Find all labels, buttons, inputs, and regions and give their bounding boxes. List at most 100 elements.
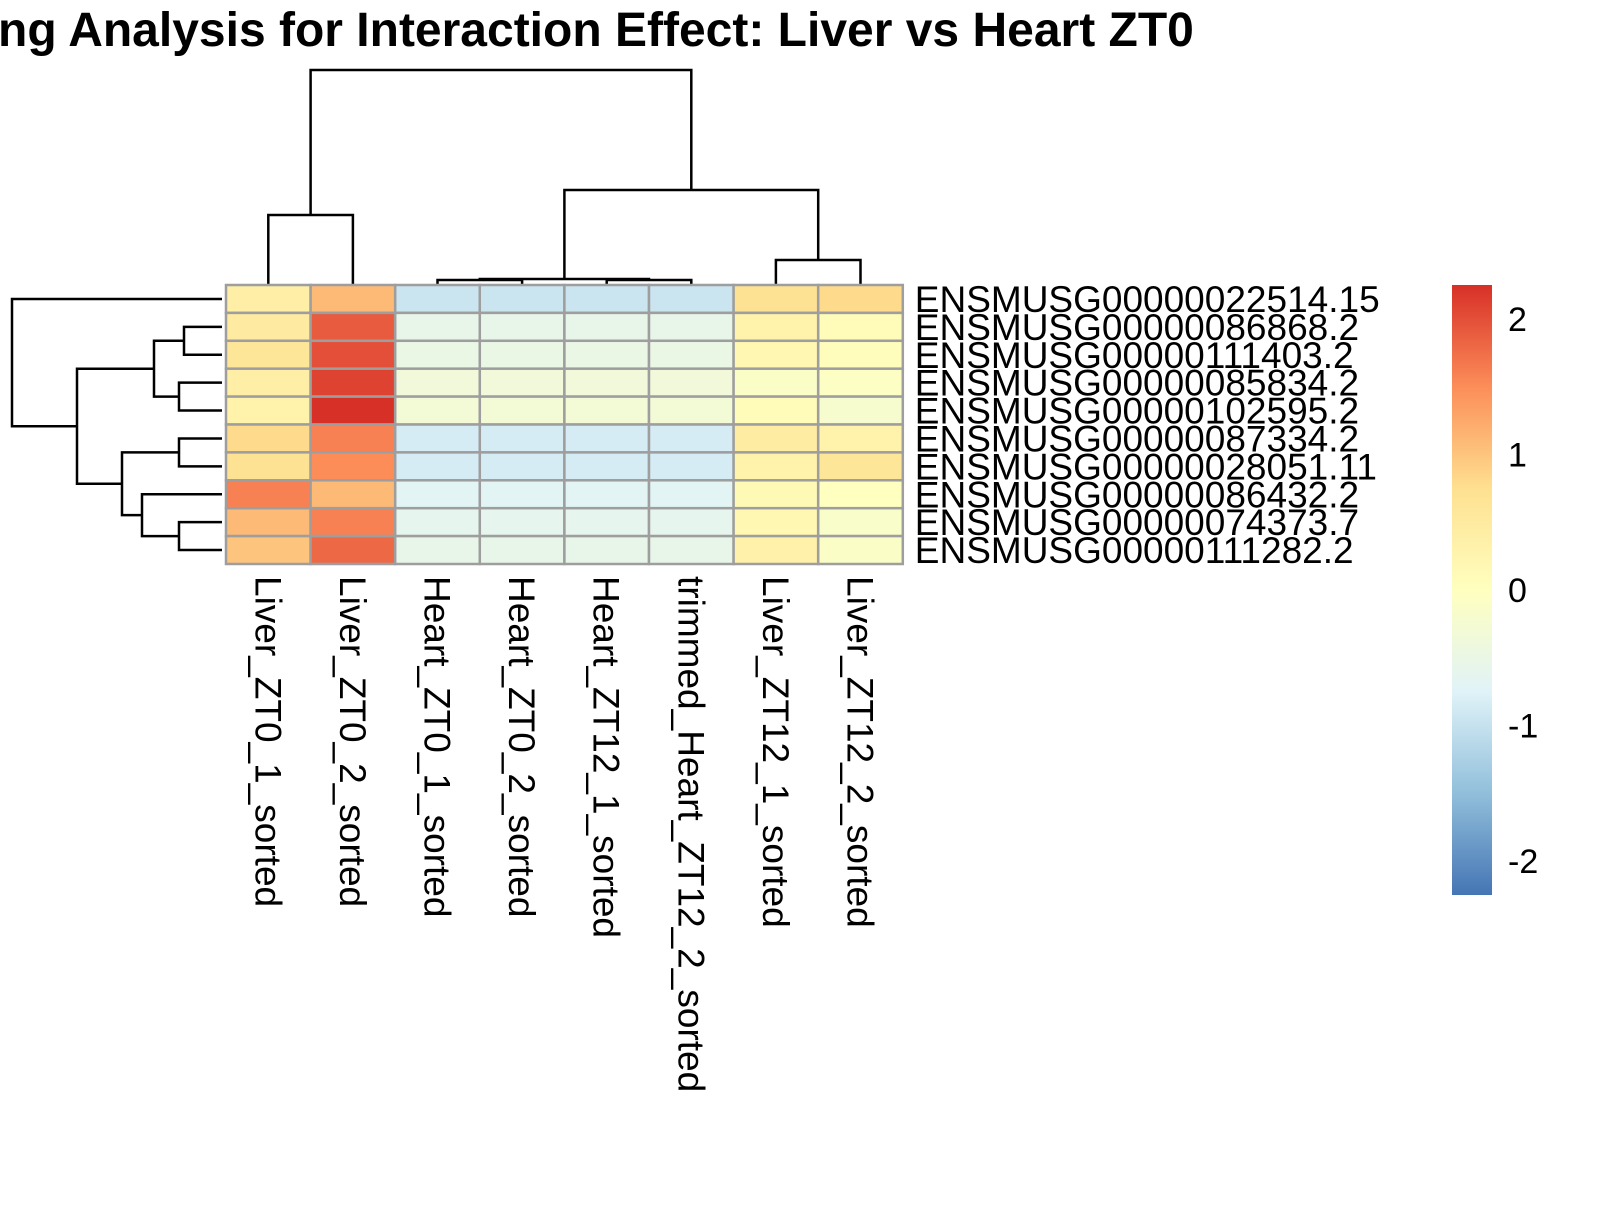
heatmap-cell <box>563 395 651 426</box>
column-labels: Liver_ZT0_1_sorted Liver_ZT0_2_sorted Hear… <box>247 576 880 1092</box>
legend-tick-label: 2 <box>1508 301 1527 339</box>
heatmap-cell <box>309 395 397 426</box>
heatmap-cell <box>563 423 651 454</box>
dendrogram-branch <box>182 325 222 356</box>
heatmap-cell <box>732 339 820 370</box>
heatmap-cell <box>224 339 312 370</box>
heatmap-cell <box>647 283 735 315</box>
heatmap-cell <box>478 367 566 398</box>
heatmap-cell <box>224 534 312 566</box>
heatmap-cell <box>647 367 735 398</box>
heatmap-cell <box>393 451 482 482</box>
legend-tick-label: -1 <box>1508 708 1538 746</box>
dendrogram-branch <box>177 437 222 468</box>
column-label: Liver_ZT0_2_sorted <box>332 576 373 907</box>
dendrogram-branch <box>140 493 222 538</box>
legend-tick-label: -2 <box>1508 843 1538 881</box>
heatmap-cell <box>393 534 482 566</box>
heatmap-cell <box>478 395 566 426</box>
heatmap-cell <box>816 534 905 566</box>
heatmap-cell <box>393 311 482 343</box>
dendrogram-branch <box>177 520 222 552</box>
column-label: Heart_ZT12_1_sorted <box>586 576 627 938</box>
heatmap-cell <box>816 367 905 398</box>
heatmap-cell <box>563 506 651 538</box>
heatmap-cell <box>309 311 397 343</box>
row-dendrogram <box>10 297 222 552</box>
heatmap-cell <box>647 423 735 454</box>
heatmap-cell <box>732 311 820 343</box>
heatmap-cell <box>816 479 905 510</box>
heatmap-cell <box>732 451 820 482</box>
heatmap-cell <box>816 283 905 315</box>
heatmap-cell <box>309 506 397 538</box>
row-label: ENSMUSG00000086868.2 <box>915 307 1359 348</box>
color-legend: 2 1 0 -1 -2 <box>1452 285 1538 895</box>
heatmap-cell <box>478 283 566 315</box>
dendrogram-branch <box>10 297 222 428</box>
heatmap-cell <box>224 395 312 426</box>
heatmap-cell <box>393 423 482 454</box>
heatmap-cell <box>647 339 735 370</box>
row-label: ENSMUSG00000085834.2 <box>915 363 1359 404</box>
heatmap-cell <box>732 506 820 538</box>
heatmap-cell <box>563 311 651 343</box>
dendrogram-branch <box>177 381 222 412</box>
column-label: trimmed_Heart_ZT12_2_sorted <box>670 576 711 1092</box>
column-label: Liver_ZT0_1_sorted <box>247 576 288 907</box>
row-label: ENSMUSG00000074373.7 <box>915 502 1359 543</box>
heatmap-cell <box>309 479 397 510</box>
dendrogram-branch <box>309 68 693 215</box>
heatmap-cell <box>732 423 820 454</box>
heatmap-cell <box>732 534 820 566</box>
heatmap-cell <box>393 395 482 426</box>
heatmap-cell <box>647 311 735 343</box>
dendrogram-branch <box>478 277 651 281</box>
heatmap-cell <box>647 451 735 482</box>
heatmap-cell <box>478 423 566 454</box>
heatmap-cell <box>647 534 735 566</box>
heatmap-cell <box>563 367 651 398</box>
heatmap-cell <box>563 451 651 482</box>
heatmap-cell <box>816 423 905 454</box>
heatmap-cell <box>309 367 397 398</box>
heatmap-cell <box>393 367 482 398</box>
row-label: ENSMUSG00000086432.2 <box>915 474 1359 515</box>
heatmap-cell <box>647 395 735 426</box>
heatmap-cell <box>224 479 312 510</box>
column-label: Liver_ZT12_2_sorted <box>840 576 881 928</box>
row-label: ENSMUSG00000022514.15 <box>915 279 1380 320</box>
heatmap-cell <box>393 479 482 510</box>
heatmap-cell <box>816 395 905 426</box>
heatmap-cell <box>309 451 397 482</box>
heatmap-cell <box>563 479 651 510</box>
row-label: ENSMUSG00000028051.11 <box>915 446 1377 487</box>
heatmap-cell <box>816 451 905 482</box>
heatmap-cell <box>563 283 651 315</box>
row-label: ENSMUSG00000087334.2 <box>915 418 1359 459</box>
heatmap-cell <box>393 283 482 315</box>
heatmap-cell <box>309 534 397 566</box>
column-dendrogram <box>267 68 862 285</box>
heatmap-cell <box>478 506 566 538</box>
heatmap-cell <box>563 534 651 566</box>
dendrogram-branch <box>267 213 355 285</box>
heatmap-cells <box>224 283 905 566</box>
heatmap-cell <box>224 311 312 343</box>
heatmap-cell <box>309 423 397 454</box>
row-label: ENSMUSG00000111403.2 <box>915 335 1354 376</box>
heatmap-cell <box>393 339 482 370</box>
heatmap-cell <box>816 339 905 370</box>
dendrogram-branch <box>75 367 154 486</box>
heatmap-cell <box>732 395 820 426</box>
heatmap-cell <box>224 283 312 315</box>
chart-title: ng Analysis for Interaction Effect: Live… <box>0 4 1194 57</box>
heatmap-cell <box>478 479 566 510</box>
heatmap-cell <box>224 367 312 398</box>
heatmap-cell <box>309 283 397 315</box>
heatmap-cell <box>393 506 482 538</box>
column-label: Heart_ZT0_2_sorted <box>501 576 542 917</box>
heatmap-cell <box>816 506 905 538</box>
